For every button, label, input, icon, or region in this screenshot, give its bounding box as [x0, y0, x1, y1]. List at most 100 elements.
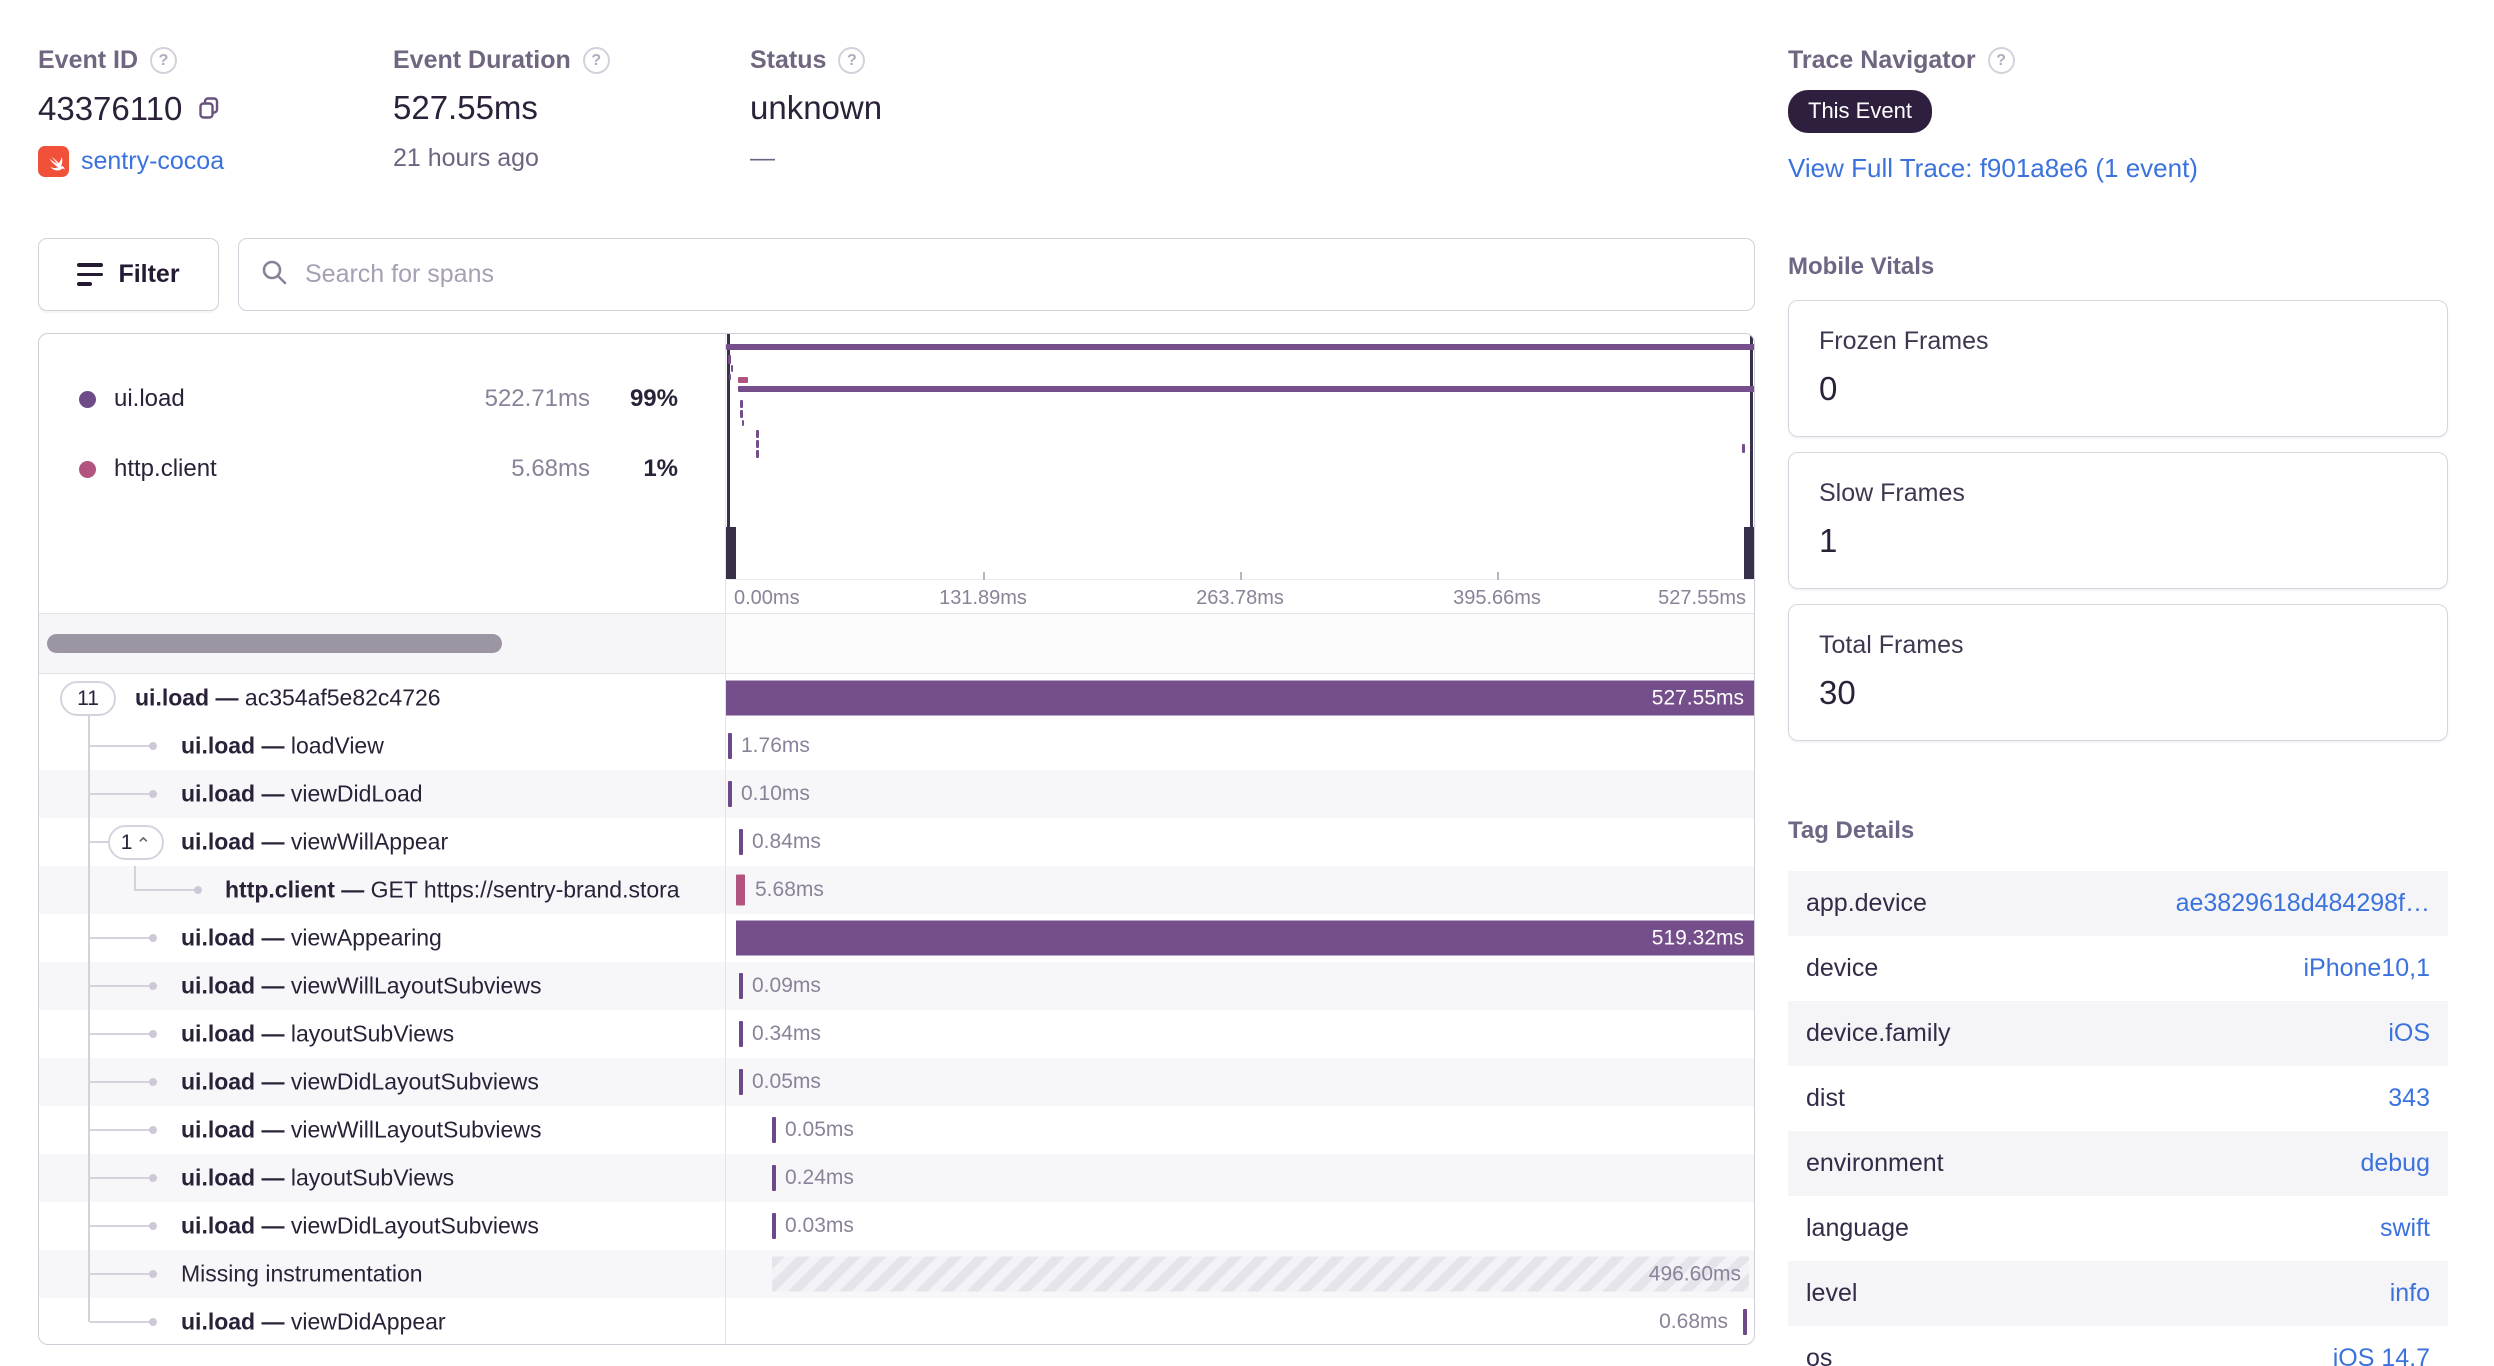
tree-rail	[88, 1298, 90, 1322]
span-row[interactable]: http.client — GET https://sentry-brand.s…	[39, 866, 1754, 914]
span-description: layoutSubViews	[290, 1164, 455, 1191]
trace-minimap: 0.00ms 131.89ms 263.78ms 395.66ms 527.55ms	[726, 334, 1754, 613]
sidebar: Mobile Vitals Frozen Frames 0 Slow Frames 1…	[1788, 245, 2448, 1366]
minimap-plot[interactable]	[726, 334, 1754, 579]
span-description: viewWillLayoutSubviews	[290, 972, 542, 999]
status-block: Status ? unknown —	[750, 46, 882, 173]
tag-key: environment	[1806, 1149, 1944, 1177]
help-icon[interactable]: ?	[1987, 47, 2015, 74]
tree-connector	[90, 1177, 151, 1179]
span-tree-cell: ui.load — viewDidLoad	[39, 770, 726, 818]
span-row[interactable]: ui.load — viewWillLayoutSubviews 0.09ms	[39, 962, 1754, 1010]
legend-row[interactable]: ui.load 522.71ms 99%	[39, 364, 725, 434]
tag-row: app.device ae3829618d484298f…	[1788, 871, 2448, 936]
span-tree-cell: ui.load — viewAppearing	[39, 914, 726, 962]
minimap-span-mark	[740, 400, 743, 408]
minimap-left-handle[interactable]	[726, 527, 736, 579]
help-icon[interactable]: ?	[150, 47, 178, 74]
span-count-badge[interactable]: 11	[60, 681, 116, 716]
minimap-span-mark	[756, 440, 759, 448]
copy-icon[interactable]	[196, 91, 222, 129]
tag-key: os	[1806, 1344, 1833, 1366]
tag-value-link[interactable]: 343	[2388, 1084, 2430, 1112]
minimap-left-handle-line[interactable]	[727, 334, 730, 579]
span-separator: —	[255, 1068, 291, 1095]
tag-value-link[interactable]: info	[2389, 1279, 2430, 1307]
span-count-badge[interactable]: 1 ⌃	[108, 825, 164, 860]
span-row[interactable]: ui.load — layoutSubViews 0.34ms	[39, 1010, 1754, 1058]
minimap-right-handle-line[interactable]	[1750, 334, 1753, 579]
tree-connector-dot	[149, 742, 157, 750]
legend-row[interactable]: http.client 5.68ms 1%	[39, 434, 725, 504]
tag-value-link[interactable]: iPhone10,1	[2303, 954, 2430, 982]
tree-rail	[88, 770, 90, 818]
tag-value-link[interactable]: debug	[2360, 1149, 2430, 1177]
span-row[interactable]: ui.load — viewDidLayoutSubviews 0.05ms	[39, 1058, 1754, 1106]
span-row[interactable]: ui.load — viewDidAppear 0.68ms	[39, 1298, 1754, 1344]
tag-value-link[interactable]: ae3829618d484298f…	[2175, 889, 2430, 917]
minimap-span-mark	[756, 430, 759, 438]
span-bar-cell: 0.10ms	[726, 770, 1754, 818]
span-bar-cell: 519.32ms	[726, 914, 1754, 962]
view-full-trace-link[interactable]: View Full Trace: f901a8e6 (1 event)	[1788, 153, 2198, 183]
tree-connector-dot	[149, 1030, 157, 1038]
minimap-right-handle[interactable]	[1744, 527, 1754, 579]
span-row[interactable]: ui.load — viewDidLoad 0.10ms	[39, 770, 1754, 818]
span-description: viewWillLayoutSubviews	[290, 1116, 542, 1143]
tree-connector-dot	[149, 934, 157, 942]
span-row[interactable]: ui.load — viewDidLayoutSubviews 0.03ms	[39, 1202, 1754, 1250]
span-duration-label: 0.24ms	[785, 1166, 854, 1189]
span-row[interactable]: ui.load — layoutSubViews 0.24ms	[39, 1154, 1754, 1202]
span-description: viewAppearing	[290, 924, 442, 951]
span-description: viewDidLoad	[290, 780, 423, 807]
tag-key: language	[1806, 1214, 1909, 1242]
vital-card-label: Frozen Frames	[1819, 327, 1989, 355]
span-duration-bar[interactable]: 519.32ms	[736, 920, 1754, 956]
filter-button[interactable]: Filter	[38, 238, 219, 311]
tag-value-link[interactable]: iOS	[2388, 1019, 2430, 1047]
help-icon[interactable]: ?	[582, 47, 610, 74]
span-label: ui.load — loadView	[181, 733, 723, 760]
span-tree-cell: 1 ⌃ ui.load — viewWillAppear	[39, 818, 726, 866]
event-id-block: Event ID ? 43376110 sentry-cocoa	[38, 46, 224, 177]
span-label: ui.load — viewWillAppear	[181, 829, 723, 856]
span-label: ui.load — layoutSubViews	[181, 1021, 723, 1048]
filter-icon	[77, 263, 104, 286]
span-duration-label: 0.68ms	[1659, 1310, 1728, 1333]
span-row[interactable]: ui.load — viewAppearing 519.32ms	[39, 914, 1754, 962]
search-input[interactable]	[305, 260, 1734, 289]
this-event-badge: This Event	[1788, 90, 1932, 133]
tag-value-link[interactable]: swift	[2380, 1214, 2430, 1242]
span-row[interactable]: ui.load — loadView 1.76ms	[39, 722, 1754, 770]
help-icon[interactable]: ?	[838, 47, 866, 74]
span-duration-bar[interactable]: 527.55ms	[726, 680, 1754, 716]
tag-key: device	[1806, 954, 1879, 982]
span-label: ui.load — layoutSubViews	[181, 1165, 723, 1192]
span-bar-cell: 0.05ms	[726, 1106, 1754, 1154]
vital-card-label: Total Frames	[1819, 631, 1964, 659]
tag-row: language swift	[1788, 1196, 2448, 1261]
tag-value-link[interactable]: iOS 14.7	[2332, 1344, 2430, 1366]
tree-connector	[90, 793, 151, 795]
span-bar-cell: 0.03ms	[726, 1202, 1754, 1250]
span-description: loadView	[290, 732, 384, 759]
span-row[interactable]: 11 ui.load — ac354af5e82c4726 527.55ms	[39, 674, 1754, 722]
axis-tick-label: 263.78ms	[1196, 587, 1284, 609]
span-duration-tick	[728, 733, 732, 759]
span-row[interactable]: ui.load — viewWillLayoutSubviews 0.05ms	[39, 1106, 1754, 1154]
event-age: 21 hours ago	[393, 144, 539, 172]
span-duration-label: 519.32ms	[1651, 926, 1744, 949]
minimap-span-mark	[756, 450, 759, 458]
tree-connector	[90, 1033, 151, 1035]
span-bar-cell: 527.55ms	[726, 674, 1754, 722]
span-row[interactable]: Missing instrumentation 496.60ms	[39, 1250, 1754, 1298]
mobile-vitals-title: Mobile Vitals	[1788, 253, 1935, 280]
span-description: viewWillAppear	[290, 828, 449, 855]
event-id-value: 43376110	[38, 90, 183, 127]
horizontal-scrollbar[interactable]	[47, 634, 502, 653]
project-link[interactable]: sentry-cocoa	[81, 147, 225, 175]
tag-row: environment debug	[1788, 1131, 2448, 1196]
span-separator: —	[334, 876, 371, 903]
span-row[interactable]: 1 ⌃ ui.load — viewWillAppear 0.84ms	[39, 818, 1754, 866]
